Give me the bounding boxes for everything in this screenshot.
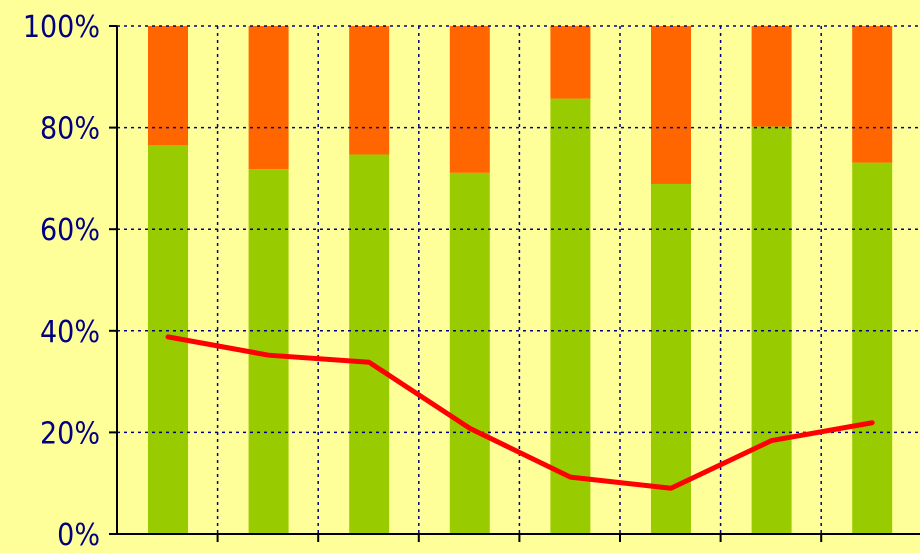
line-series [165, 334, 875, 491]
bar-segment-lower [852, 162, 893, 535]
bar-segment-lower [449, 172, 490, 534]
y-tick-label: 0% [57, 518, 100, 553]
bar-segment-upper [751, 26, 792, 127]
y-tick-labels: 0% 20% 40% 60% 80% 100% [23, 10, 100, 553]
bar-segment-upper [148, 26, 188, 146]
y-tick-label: 60% [40, 213, 100, 248]
bar-group [148, 26, 893, 535]
bar-segment-upper [852, 26, 893, 163]
bar-segment-lower [550, 98, 591, 535]
axes [109, 25, 920, 542]
bar-segment-upper [248, 26, 289, 170]
y-tick-label: 40% [40, 315, 100, 350]
bar-segment-lower [751, 126, 792, 535]
line-series-group [165, 334, 875, 491]
y-tick-label: 80% [40, 112, 100, 147]
bar-segment-upper [651, 26, 691, 184]
y-tick-label: 100% [23, 10, 100, 45]
bar-segment-upper [550, 26, 591, 99]
bar-segment-lower [651, 183, 691, 534]
bar-segment-upper [449, 26, 490, 173]
gridlines [216, 26, 822, 534]
y-tick-label: 20% [40, 416, 100, 451]
bar-segment-lower [349, 154, 390, 535]
bar-segment-upper [349, 26, 390, 155]
